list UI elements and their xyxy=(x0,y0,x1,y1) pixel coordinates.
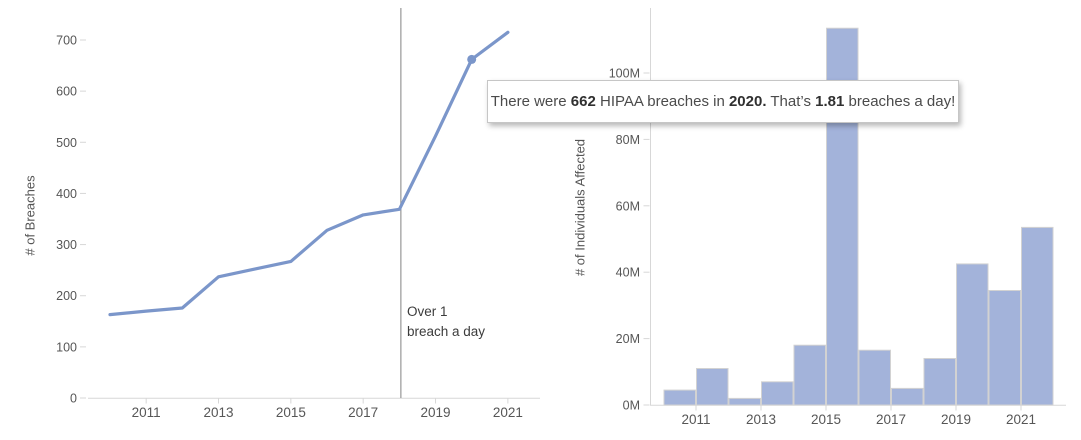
y-tick-label: 700 xyxy=(56,33,77,47)
x-tick-label: 2013 xyxy=(203,405,233,420)
tooltip-bold-year: 2020. xyxy=(728,93,767,110)
x-tick-label: 2021 xyxy=(493,405,523,420)
y-tick-label: 400 xyxy=(56,187,77,201)
y-tick-label: 600 xyxy=(56,85,77,99)
bar-2018[interactable] xyxy=(923,358,956,406)
tooltip-text-segment: HIPAA breaches in xyxy=(595,93,729,110)
x-tick-label: 2011 xyxy=(132,405,161,420)
y-tick-label: 80M xyxy=(616,133,640,147)
annotation-line-1: Over 1 xyxy=(407,304,448,319)
x-tick-label: 2011 xyxy=(681,412,710,427)
bar-2017[interactable] xyxy=(891,387,924,406)
y-tick-label: 40M xyxy=(616,266,640,280)
breaches-trend-line[interactable] xyxy=(108,30,510,317)
x-tick-label: 2019 xyxy=(421,405,451,420)
y-tick-label: 200 xyxy=(56,289,77,303)
x-tick-label: 2017 xyxy=(348,405,378,420)
tooltip-text-segment: That’s xyxy=(766,93,816,110)
tooltip-bold-breach-count: 662 xyxy=(570,93,596,110)
y-axis-title-breaches: # of Breaches xyxy=(22,175,38,256)
y-tick-label: 0M xyxy=(623,399,640,413)
y-tick-label: 500 xyxy=(56,136,77,150)
tooltip: There were 662 HIPAA breaches in 2020. T… xyxy=(487,80,959,123)
y-tick-label: 20M xyxy=(616,332,640,346)
bar-2021[interactable] xyxy=(1021,226,1054,406)
x-tick-label: 2017 xyxy=(876,412,906,427)
annotation-line-2: breach a day xyxy=(407,324,486,339)
marker-2020-point[interactable] xyxy=(467,54,477,64)
reference-line-annotation: Over 1 breach a day xyxy=(407,302,485,342)
y-tick-label: 60M xyxy=(616,199,640,213)
bar-2019[interactable] xyxy=(956,263,989,406)
x-tick-label: 2015 xyxy=(811,412,841,427)
y-tick-label: 100 xyxy=(56,340,77,354)
x-tick-label: 2021 xyxy=(1006,412,1036,427)
bar-2020[interactable] xyxy=(988,290,1021,406)
bar-2014[interactable] xyxy=(793,344,826,406)
bar-2016[interactable] xyxy=(858,349,891,406)
x-tick-label: 2013 xyxy=(746,412,776,427)
tooltip-bold-rate: 1.81 xyxy=(815,93,845,110)
bar-2013[interactable] xyxy=(761,381,794,406)
y-tick-label: 0 xyxy=(70,392,77,406)
bar-2012[interactable] xyxy=(728,397,761,406)
tooltip-text-segment: There were xyxy=(490,93,571,110)
y-tick-label: 300 xyxy=(56,238,77,252)
tooltip-text-segment: breaches a day! xyxy=(844,93,956,110)
bar-2011[interactable] xyxy=(696,368,729,406)
x-tick-label: 2015 xyxy=(276,405,306,420)
y-tick-label: 100M xyxy=(609,67,640,81)
x-tick-label: 2019 xyxy=(941,412,971,427)
bar-2010[interactable] xyxy=(663,389,696,406)
